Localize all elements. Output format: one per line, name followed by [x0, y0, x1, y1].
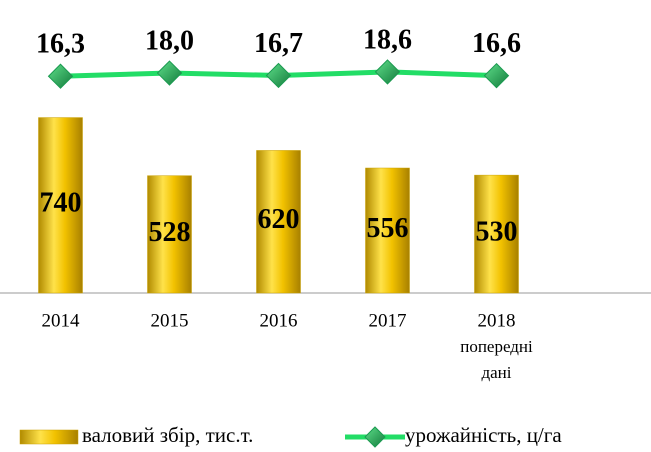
line-marker — [156, 60, 183, 86]
bar — [147, 175, 192, 294]
x-tick-label: 2016 — [260, 310, 298, 331]
line-value-label: 18,6 — [363, 24, 412, 55]
x-tick-label: попередні — [460, 337, 533, 356]
line-marker — [47, 63, 74, 89]
line-marker — [265, 62, 292, 89]
line-value-label: 16,3 — [36, 29, 85, 60]
bar-value-label: 620 — [258, 204, 300, 235]
x-tick-label: 2018 — [478, 310, 516, 331]
line-value-label: 16,6 — [472, 28, 521, 59]
bar-value-label: 530 — [476, 216, 518, 247]
bar — [474, 174, 519, 294]
bar-value-label: 740 — [40, 188, 82, 219]
x-tick-label: 2015 — [151, 310, 189, 331]
legend-marker — [364, 426, 386, 448]
line-marker — [374, 59, 401, 85]
x-tick-label: 2017 — [369, 310, 407, 331]
line-value-label: 18,0 — [145, 25, 194, 56]
x-tick-label: 2014 — [42, 310, 81, 331]
bar — [256, 150, 301, 294]
bar-value-label: 528 — [149, 217, 191, 248]
legend-label: валовий збір, тис.т. — [82, 423, 253, 447]
legend-swatch — [19, 429, 79, 445]
line-marker — [483, 62, 510, 89]
x-tick-label: дані — [481, 363, 511, 382]
line-value-label: 16,7 — [254, 28, 303, 59]
bar — [38, 117, 83, 294]
bar — [365, 167, 410, 294]
legend-label: урожайність, ц/га — [405, 423, 562, 447]
bar-value-label: 556 — [367, 213, 409, 244]
